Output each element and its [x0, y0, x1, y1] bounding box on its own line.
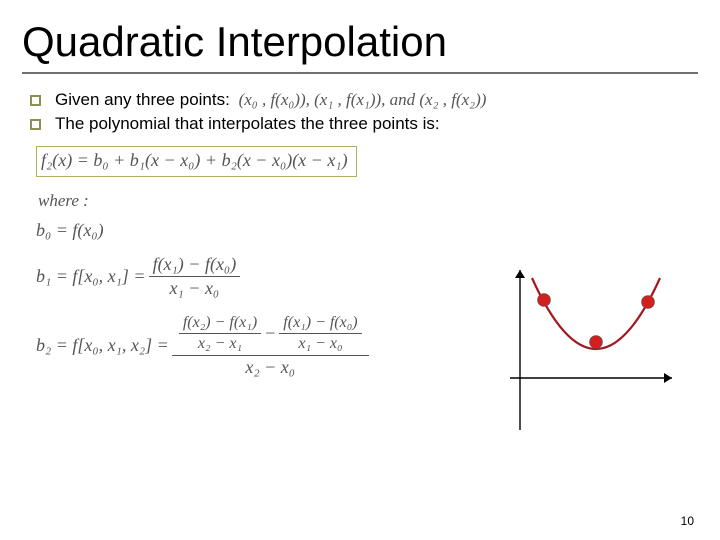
page-title: Quadratic Interpolation: [0, 0, 720, 72]
bullet-marker: [30, 119, 41, 130]
bullet-2: The polynomial that interpolates the thr…: [0, 112, 720, 136]
eq-b0: b₀ = f(x₀): [36, 219, 720, 242]
bullet-1-math: (x₀ , f(x₀)), (x₁ , f(x₁)), and (x₂ , f(…: [239, 90, 487, 109]
bullet-1: Given any three points: (x₀ , f(x₀)), (x…: [0, 88, 720, 112]
where-label: where :: [38, 191, 720, 211]
title-underline: [22, 72, 698, 74]
bullet-1-text: Given any three points: (x₀ , f(x₀)), (x…: [55, 90, 486, 110]
bullet-2-text: The polynomial that interpolates the thr…: [55, 114, 440, 134]
bullet-marker: [30, 95, 41, 106]
main-formula-box: f₂(x) = b₀ + b₁(x − x₀) + b₂(x − x₀)(x −…: [36, 146, 357, 177]
interpolation-graph: [510, 270, 680, 440]
main-formula: f₂(x) = b₀ + b₁(x − x₀) + b₂(x − x₀)(x −…: [41, 150, 348, 170]
page-number: 10: [681, 514, 694, 528]
